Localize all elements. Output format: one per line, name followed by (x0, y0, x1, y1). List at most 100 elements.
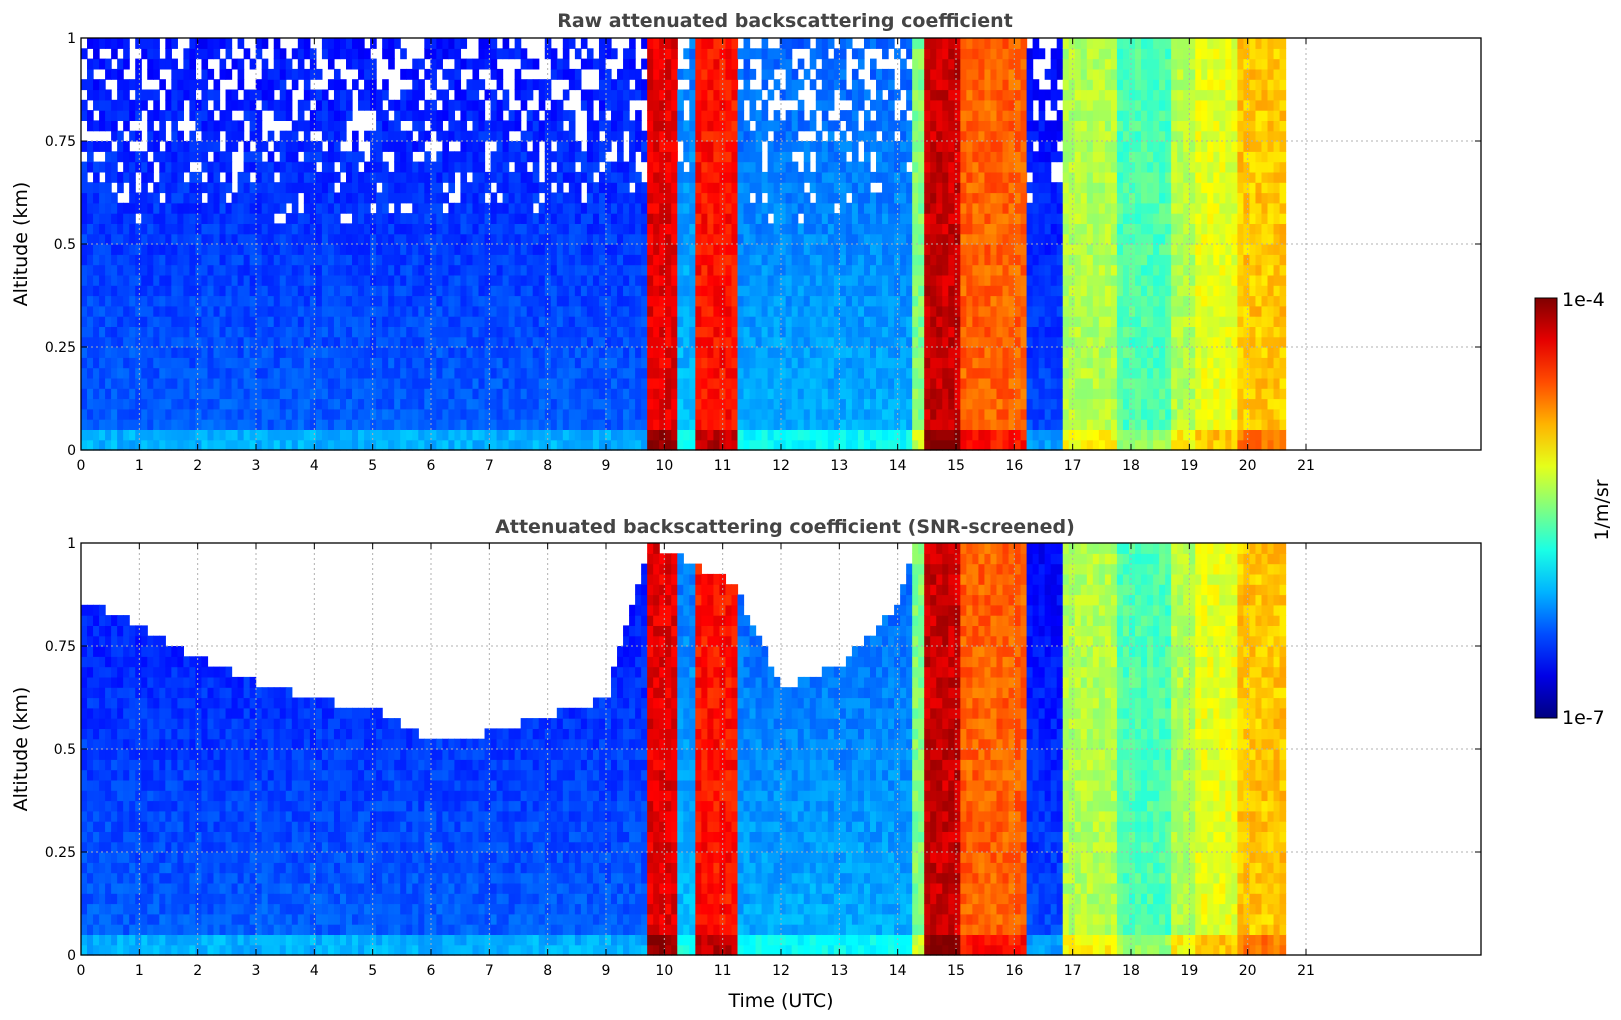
raw-heatmap-cell (388, 377, 395, 389)
raw-heatmap-cell (767, 295, 775, 307)
raw-heatmap-cell (671, 377, 678, 389)
raw-heatmap-cell (689, 161, 696, 173)
raw-heatmap-cell (472, 244, 480, 255)
raw-heatmap-cell (183, 347, 191, 358)
raw-heatmap-cell (147, 357, 154, 369)
raw-heatmap-cell (713, 274, 721, 286)
raw-heatmap-cell (352, 295, 359, 307)
raw-heatmap-cell (436, 357, 443, 369)
raw-heatmap-cell (442, 151, 449, 163)
raw-heatmap-cell (352, 151, 359, 163)
raw-heatmap-cell (900, 254, 907, 266)
raw-heatmap-cell (430, 419, 437, 430)
raw-heatmap-cell (647, 244, 654, 255)
raw-heatmap-cell (857, 419, 865, 430)
raw-heatmap-cell (195, 223, 203, 235)
raw-heatmap-cell (785, 326, 793, 338)
raw-heatmap-cell (213, 233, 221, 245)
raw-heatmap-cell (598, 326, 606, 338)
raw-heatmap-cell (195, 336, 203, 348)
raw-heatmap-cell (737, 192, 745, 204)
raw-heatmap-cell (719, 171, 727, 183)
raw-heatmap-cell (876, 79, 883, 91)
raw-heatmap-cell (526, 264, 534, 276)
raw-heatmap-cell (430, 192, 437, 204)
raw-heatmap-cell (376, 110, 383, 121)
raw-heatmap-cell (761, 233, 769, 245)
raw-heatmap-cell (888, 367, 895, 379)
raw-heatmap-cell (183, 285, 191, 297)
raw-heatmap-cell (635, 274, 642, 286)
raw-heatmap-cell (562, 388, 570, 400)
raw-heatmap-cell (635, 388, 642, 400)
raw-heatmap-cell (376, 398, 383, 410)
raw-heatmap-cell (346, 192, 353, 204)
raw-heatmap-cell (520, 316, 528, 327)
raw-heatmap-cell (870, 213, 877, 224)
raw-heatmap-cell (743, 408, 751, 420)
raw-heatmap-cell (677, 295, 684, 307)
raw-heatmap-cell (755, 439, 763, 451)
raw-heatmap-cell (863, 357, 871, 369)
raw-heatmap-cell (388, 388, 395, 400)
raw-heatmap-cell (400, 264, 407, 276)
raw-heatmap-cell (358, 408, 365, 420)
raw-heatmap-cell (87, 233, 94, 245)
raw-heatmap-cell (502, 305, 510, 317)
raw-heatmap-cell (105, 110, 112, 121)
raw-heatmap-cell (749, 357, 757, 369)
raw-heatmap-cell (743, 326, 751, 338)
raw-heatmap-cell (526, 377, 534, 389)
raw-heatmap-cell (201, 244, 209, 255)
raw-heatmap-cell (309, 171, 317, 183)
raw-heatmap-cell (183, 141, 191, 152)
raw-heatmap-cell (845, 110, 853, 121)
raw-heatmap-cell (538, 429, 546, 441)
raw-heatmap-cell (213, 192, 221, 204)
raw-heatmap-cell (562, 38, 570, 49)
raw-heatmap-cell (827, 89, 835, 101)
raw-heatmap-cell (598, 192, 606, 204)
raw-heatmap-cell (586, 305, 594, 317)
raw-heatmap-cell (147, 347, 154, 358)
raw-heatmap-cell (888, 285, 895, 297)
raw-heatmap-cell (153, 182, 160, 194)
raw-heatmap-cell (171, 429, 178, 441)
raw-heatmap-cell (99, 429, 106, 441)
raw-heatmap-cell (285, 264, 293, 276)
raw-heatmap-cell (598, 254, 606, 266)
raw-heatmap-cell (412, 141, 419, 152)
raw-heatmap-cell (418, 439, 425, 451)
raw-heatmap-cell (309, 326, 317, 338)
raw-heatmap-cell (219, 316, 227, 327)
raw-heatmap-cell (346, 398, 353, 410)
raw-heatmap-cell (496, 99, 504, 111)
raw-heatmap-cell (743, 305, 751, 317)
raw-heatmap-cell (520, 347, 528, 358)
raw-heatmap-cell (412, 305, 419, 317)
raw-heatmap-cell (544, 274, 552, 286)
raw-heatmap-cell (731, 429, 739, 441)
raw-heatmap-cell (291, 347, 299, 358)
raw-heatmap-cell (731, 305, 739, 317)
raw-heatmap-cell (93, 388, 100, 400)
raw-heatmap-cell (821, 182, 829, 194)
raw-heatmap-cell (641, 79, 648, 91)
raw-heatmap-cell (882, 79, 889, 91)
raw-heatmap-cell (207, 377, 215, 389)
raw-heatmap-cell (165, 316, 172, 327)
raw-heatmap-cell (195, 213, 203, 224)
raw-heatmap-cell (400, 305, 407, 317)
raw-heatmap-cell (592, 316, 600, 327)
raw-heatmap-cell (303, 141, 311, 152)
raw-heatmap-cell (568, 274, 576, 286)
raw-heatmap-cell (791, 388, 799, 400)
raw-heatmap-cell (400, 336, 407, 348)
raw-heatmap-cell (743, 141, 751, 152)
raw-heatmap-cell (629, 398, 636, 410)
raw-heatmap-cell (111, 233, 118, 245)
raw-heatmap-cell (478, 38, 486, 49)
raw-heatmap-cell (418, 326, 425, 338)
raw-heatmap-cell (321, 151, 329, 163)
raw-heatmap-cell (713, 99, 721, 111)
